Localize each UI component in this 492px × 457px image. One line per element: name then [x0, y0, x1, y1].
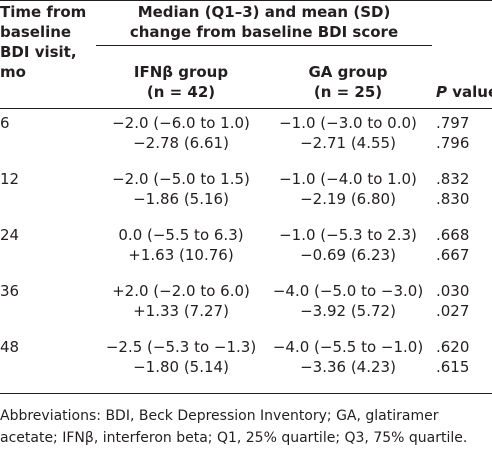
header-bottom-rule: [0, 108, 492, 109]
p-median-cell: .620: [436, 338, 470, 356]
footnote-line: acetate; IFNβ, interferon beta; Q1, 25% …: [0, 430, 468, 446]
ga-group-header: GA group: [308, 63, 388, 81]
spanning-header-rule: [96, 45, 432, 46]
ga-mean-cell: −2.19 (6.80): [300, 190, 396, 208]
table-top-rule: [0, 0, 492, 1]
ga-median-cell: −1.0 (−4.0 to 1.0): [279, 170, 417, 188]
time-cell: 6: [0, 114, 10, 132]
time-cell: 24: [0, 226, 20, 244]
time-cell: 36: [0, 282, 20, 300]
ifn-mean-cell: −1.80 (5.14): [133, 358, 229, 376]
p-mean-cell: .830: [436, 190, 470, 208]
ga-mean-cell: −2.71 (4.55): [300, 134, 396, 152]
p-median-cell: .030: [436, 282, 470, 300]
p-value-word: value: [452, 83, 492, 101]
header-line: BDI visit,: [0, 43, 77, 61]
ifn-mean-cell: −1.86 (5.16): [133, 190, 229, 208]
ifn-mean-cell: +1.33 (7.27): [133, 302, 229, 320]
p-median-cell: .797: [436, 114, 470, 132]
group-header-line: Median (Q1–3) and mean (SD): [137, 3, 391, 21]
header-line: mo: [0, 63, 26, 81]
table-bottom-rule: [0, 393, 492, 394]
p-median-cell: .832: [436, 170, 470, 188]
ga-group-n: (n = 25): [313, 83, 383, 101]
ga-median-cell: −4.0 (−5.0 to −3.0): [272, 282, 424, 300]
ifn-median-cell: −2.5 (−5.3 to −1.3): [105, 338, 257, 356]
p-mean-cell: .027: [436, 302, 470, 320]
ga-mean-cell: −3.92 (5.72): [300, 302, 396, 320]
ga-median-cell: −4.0 (−5.5 to −1.0): [272, 338, 424, 356]
header-line: baseline: [0, 23, 72, 41]
ifn-mean-cell: −2.78 (6.61): [133, 134, 229, 152]
ifn-median-cell: +2.0 (−2.0 to 6.0): [112, 282, 250, 300]
ifn-median-cell: −2.0 (−5.0 to 1.5): [112, 170, 250, 188]
ga-mean-cell: −3.36 (4.23): [300, 358, 396, 376]
time-cell: 48: [0, 338, 20, 356]
ifn-mean-cell: +1.63 (10.76): [128, 246, 234, 264]
ifn-group-header: IFNβ group: [133, 63, 229, 81]
ga-median-cell: −1.0 (−5.3 to 2.3): [279, 226, 417, 244]
p-value-header: P value: [436, 82, 492, 102]
ifn-median-cell: −2.0 (−6.0 to 1.0): [112, 114, 250, 132]
p-letter: P: [436, 83, 447, 101]
time-cell: 12: [0, 170, 20, 188]
header-line: Time from: [0, 3, 87, 21]
p-mean-cell: .796: [436, 134, 470, 152]
ga-mean-cell: −0.69 (6.23): [300, 246, 396, 264]
p-mean-cell: .667: [436, 246, 470, 264]
ifn-median-cell: 0.0 (−5.5 to 6.3): [118, 226, 244, 244]
group-header-line: change from baseline BDI score: [129, 23, 399, 41]
p-median-cell: .668: [436, 226, 470, 244]
ifn-group-n: (n = 42): [146, 83, 216, 101]
table-footnote: Abbreviations: BDI, Beck Depression Inve…: [0, 405, 492, 449]
footnote-line: Abbreviations: BDI, Beck Depression Inve…: [0, 408, 439, 424]
p-mean-cell: .615: [436, 358, 470, 376]
ga-median-cell: −1.0 (−3.0 to 0.0): [279, 114, 417, 132]
